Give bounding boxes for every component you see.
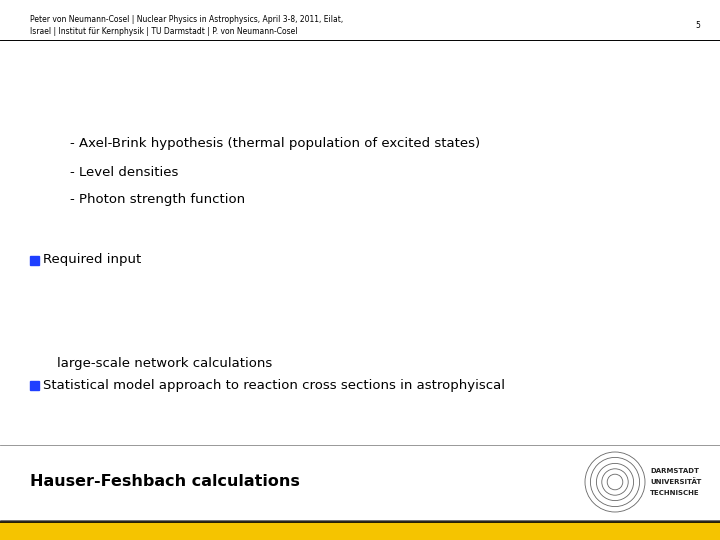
Bar <box>30 256 39 265</box>
Text: Required input: Required input <box>43 253 141 267</box>
Text: large-scale network calculations: large-scale network calculations <box>57 356 272 369</box>
Text: TECHNISCHE: TECHNISCHE <box>650 490 700 496</box>
Text: Statistical model approach to reaction cross sections in astrophyiscal: Statistical model approach to reaction c… <box>43 379 505 392</box>
Text: Hauser-Feshbach calculations: Hauser-Feshbach calculations <box>30 475 300 489</box>
Text: Peter von Neumann-Cosel | Nuclear Physics in Astrophysics, April 3-8, 2011, Eila: Peter von Neumann-Cosel | Nuclear Physic… <box>30 15 343 24</box>
Text: - Axel-Brink hypothesis (thermal population of excited states): - Axel-Brink hypothesis (thermal populat… <box>70 138 480 151</box>
Text: 5: 5 <box>695 21 700 30</box>
Text: - Level densities: - Level densities <box>70 165 179 179</box>
Bar <box>30 381 39 390</box>
Bar <box>0 522 720 540</box>
Text: UNIVERSITÄT: UNIVERSITÄT <box>650 478 701 485</box>
Text: Israel | Institut für Kernphysik | TU Darmstadt | P. von Neumann-Cosel: Israel | Institut für Kernphysik | TU Da… <box>30 26 297 36</box>
Text: DARMSTADT: DARMSTADT <box>650 468 699 474</box>
Text: - Photon strength function: - Photon strength function <box>70 193 245 206</box>
